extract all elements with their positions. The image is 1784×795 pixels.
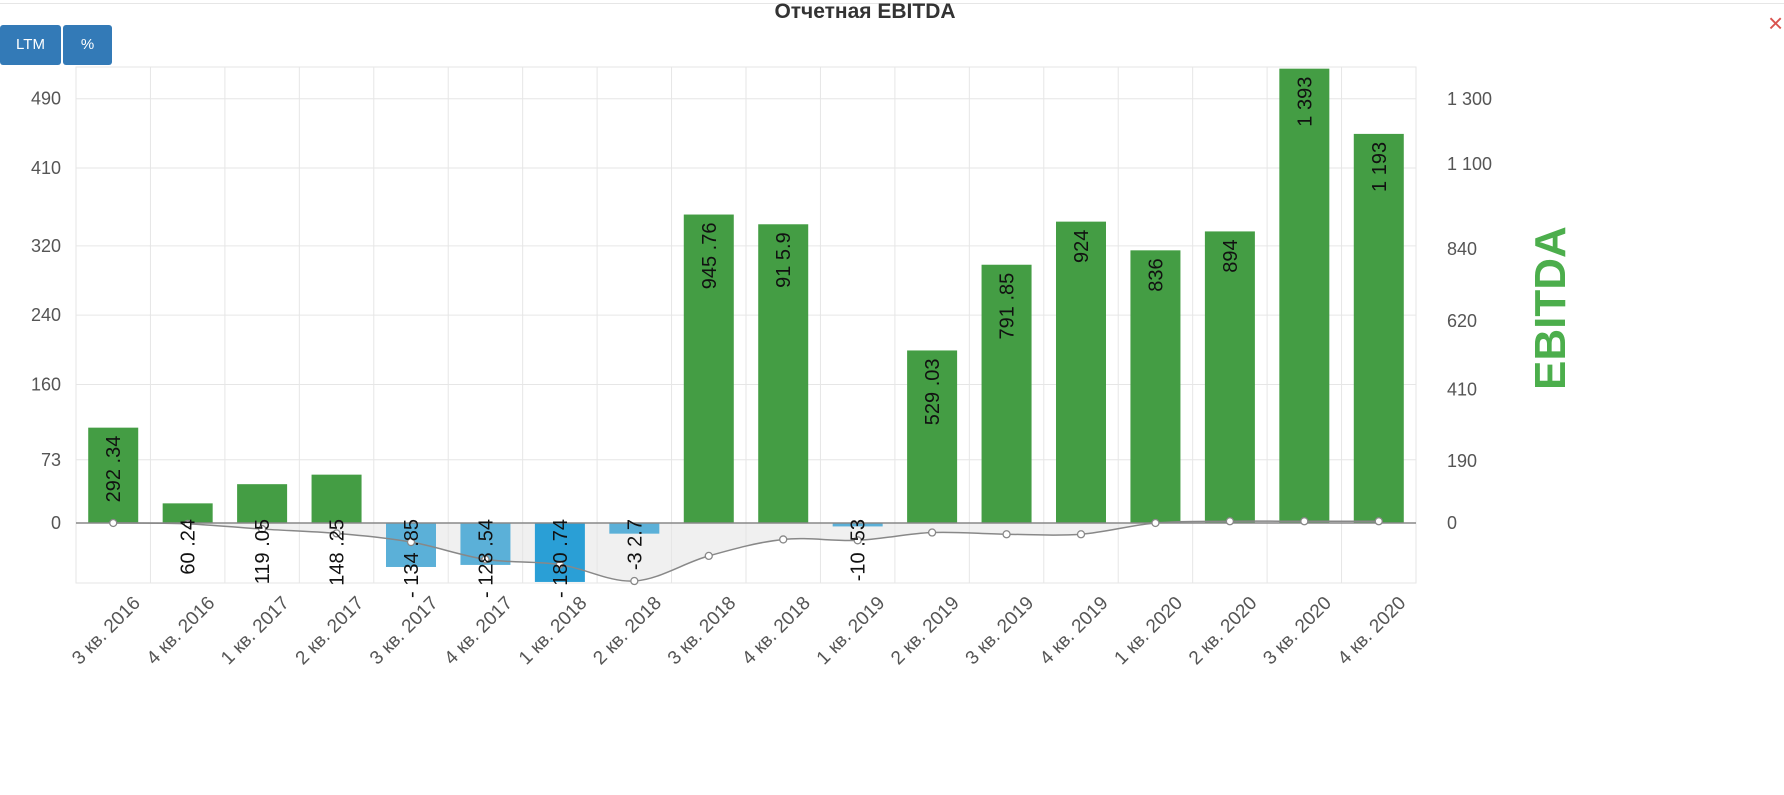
line-point [1300,517,1309,526]
ltm-button[interactable]: LTM [0,25,61,65]
bar [758,224,809,523]
line-point [481,555,490,564]
bar-data-label: 945 .76 [699,223,721,290]
left-axis-tick-label: 73 [41,450,61,470]
bar-data-label: -3 2.7 [624,519,646,570]
right-axis-tick-label: 620 [1447,311,1477,331]
line-point [853,536,862,545]
bar [1204,231,1255,523]
bar-data-label: - 134 .85 [401,519,423,598]
line-series [113,520,1379,582]
bar-data-label: - 128 .54 [475,519,497,598]
bar-data-label: 529 .03 [922,358,944,425]
left-axis-tick-label: 0 [51,513,61,533]
bar [1353,133,1404,523]
x-axis-category-label: 2 кв. 2020 [1185,593,1261,669]
bar [237,484,288,523]
line-point [1225,517,1235,526]
line-point [1076,530,1086,539]
line-point [183,519,192,529]
bar-data-label: 836 [1145,258,1167,291]
line-point [1151,518,1160,528]
x-axis-category-label: 3 кв. 2017 [366,593,442,669]
line-point [1374,517,1383,526]
bar [311,474,362,523]
right-axis-tick-label: 840 [1447,239,1477,259]
chart-title: Отчетная EBITDA [774,0,956,23]
left-axis-tick-label: 410 [31,158,61,178]
percent-button[interactable]: % [63,25,112,65]
left-axis-tick-label: 240 [31,305,61,325]
right-axis-tick-label: 190 [1447,451,1477,471]
bar [907,350,958,523]
bar-data-label: 119 .05 [252,519,274,584]
line-point [704,551,713,561]
bar [162,503,213,523]
bar-data-label: 1 393 [1294,77,1316,127]
left-axis-tick-label: 490 [31,89,61,109]
right-axis-title: EBITDA [1526,226,1575,390]
x-axis-category-label: 3 кв. 2018 [664,593,740,669]
x-axis-category-label: 3 кв. 2019 [962,593,1038,669]
bar-data-label: - 180 .74 [550,519,572,598]
bar-data-label: 791 .85 [997,273,1019,340]
right-axis-tick-label: 410 [1447,379,1477,399]
x-axis-category-label: 1 кв. 2019 [813,593,889,669]
line-point [779,535,788,544]
bar [981,264,1032,523]
x-axis-category-label: 1 кв. 2020 [1111,593,1187,669]
bar-data-label: 1 193 [1369,142,1391,192]
line-point [555,560,565,569]
line-point [109,518,118,528]
bar [609,523,660,534]
line-point [332,529,341,538]
x-axis-category-label: 4 кв. 2016 [143,593,219,669]
x-axis-category-label: 2 кв. 2018 [589,593,665,669]
line-point [257,524,267,534]
x-axis-category-label: 1 кв. 2017 [217,593,293,669]
line-point [630,576,639,586]
right-axis-tick-label: 1 300 [1447,89,1492,109]
bar [1279,68,1330,523]
bar [832,523,883,527]
line-point [406,537,416,547]
x-axis-category-label: 4 кв. 2019 [1036,593,1112,669]
x-axis-category-label: 3 кв. 2020 [1259,593,1335,669]
x-axis-category-label: 2 кв. 2019 [887,593,963,669]
top-divider [0,3,1784,4]
left-axis-tick-label: 320 [31,236,61,256]
x-axis-category-label: 4 кв. 2018 [738,593,814,669]
bar-data-label: 60 .24 [178,519,200,575]
x-axis-category-label: 3 кв. 2016 [68,593,144,669]
right-axis-tick-label: 0 [1447,513,1457,533]
bar-data-label: -10 .53 [848,519,870,581]
close-icon[interactable]: × [1768,8,1784,38]
bar-data-label: 91 5.9 [773,232,795,288]
bar [534,523,585,582]
bar-data-label: 894 [1220,239,1242,272]
x-axis-category-label: 4 кв. 2020 [1334,593,1410,669]
line-point [1002,530,1011,539]
bar [1130,250,1181,523]
bar-data-label: 924 [1071,230,1093,263]
bar [88,427,139,523]
bar-data-label: 148 .25 [327,519,349,586]
x-axis-category-label: 4 кв. 2017 [441,593,517,669]
x-axis-category-label: 2 кв. 2017 [292,593,368,669]
line-point [927,528,937,537]
bar-data-label: 292 .34 [103,436,125,503]
bar [683,214,734,523]
x-axis-category-label: 1 кв. 2018 [515,593,591,669]
right-axis-tick-label: 1 100 [1447,154,1492,174]
bar [1056,221,1106,523]
left-axis-tick-label: 160 [31,374,61,394]
